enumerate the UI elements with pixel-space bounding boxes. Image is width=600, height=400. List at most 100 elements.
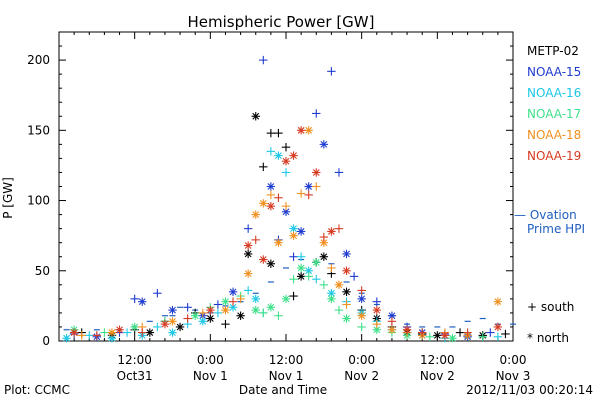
- south-point: [289, 275, 298, 284]
- north-point: [387, 325, 397, 334]
- asterisk-stroke-d2: [267, 260, 275, 268]
- asterisk-stroke-d2: [259, 256, 267, 263]
- south-point: [455, 328, 465, 337]
- north-point: [243, 241, 253, 250]
- x-tick-sublabel: Oct31: [117, 369, 153, 383]
- asterisk-stroke-d2: [116, 326, 123, 334]
- south-point: [228, 297, 238, 306]
- north-point: [198, 317, 207, 326]
- x-tick-label: 0:00: [348, 353, 375, 367]
- asterisk-stroke-d2: [388, 326, 396, 334]
- north-point: [266, 201, 276, 211]
- asterisk-stroke-d2: [290, 152, 297, 159]
- south-point: [296, 252, 306, 261]
- asterisk-stroke-d2: [244, 270, 252, 277]
- north-point: [251, 210, 260, 219]
- north-point: [62, 333, 71, 343]
- south-point: [243, 224, 253, 233]
- x-tick-sublabel: Nov 2: [344, 369, 379, 383]
- asterisk-stroke-d2: [312, 258, 320, 266]
- x-tick-label: 12:00: [117, 353, 152, 367]
- asterisk-stroke-d2: [161, 320, 169, 328]
- south-point: [372, 319, 381, 329]
- asterisk-stroke-d2: [70, 329, 78, 336]
- y-axis-title: P [GW]: [1, 177, 15, 219]
- asterisk-stroke-d2: [229, 288, 237, 296]
- north-point: [296, 272, 306, 281]
- asterisk-stroke-d2: [343, 267, 350, 275]
- asterisk-stroke-d2: [63, 334, 70, 342]
- north-point: [402, 325, 412, 334]
- north-point: [334, 280, 344, 290]
- south-point: [259, 162, 268, 172]
- asterisk-stroke-d2: [449, 334, 456, 342]
- south-point: [85, 331, 94, 340]
- asterisk-stroke-d2: [305, 267, 313, 275]
- north-point: [243, 249, 253, 259]
- south-point: [372, 297, 381, 306]
- south-point: [312, 182, 321, 191]
- north-point: [281, 157, 291, 166]
- asterisk-stroke-d2: [229, 303, 237, 311]
- north-point: [266, 303, 276, 312]
- asterisk-stroke-d2: [282, 295, 290, 303]
- north-point: [342, 266, 351, 275]
- data-marks: [62, 55, 510, 343]
- asterisk-stroke-d2: [343, 288, 350, 296]
- north-point: [296, 126, 306, 135]
- north-point: [259, 255, 268, 264]
- south-point: [312, 109, 321, 118]
- south-point: [274, 193, 283, 202]
- asterisk-stroke-d2: [373, 306, 381, 314]
- north-point: [289, 231, 298, 240]
- asterisk-stroke-d2: [328, 289, 335, 297]
- north-point: [236, 311, 245, 320]
- south-point: [289, 291, 298, 301]
- north-point: [274, 151, 283, 160]
- asterisk-stroke-d2: [433, 331, 441, 339]
- asterisk-stroke-d2: [222, 298, 229, 306]
- north-point: [138, 297, 147, 306]
- south-point: [334, 224, 344, 233]
- asterisk-stroke-d2: [335, 281, 343, 289]
- asterisk-stroke-d2: [358, 295, 366, 303]
- chart-title: Hemispheric Power [GW]: [188, 13, 375, 31]
- north-point: [251, 305, 260, 315]
- legend-entry: NOAA-18: [527, 128, 581, 142]
- north-point: [342, 249, 351, 259]
- south-point: [259, 55, 268, 65]
- south-point: [183, 303, 192, 312]
- north-point: [289, 224, 298, 233]
- south-point: [138, 328, 147, 337]
- north-point: [342, 287, 351, 297]
- north-point: [191, 311, 200, 320]
- north-point: [327, 294, 336, 304]
- asterisk-stroke-d2: [328, 228, 335, 235]
- south-point: [304, 190, 313, 200]
- south-point: [183, 314, 192, 323]
- north-point: [372, 325, 381, 334]
- x-tick-sublabel: Nov 2: [420, 369, 455, 383]
- asterisk-stroke-d2: [275, 152, 282, 159]
- plot-timestamp: 2012/11/03 00:20:14: [466, 383, 593, 397]
- asterisk-stroke-d2: [252, 306, 260, 314]
- asterisk-stroke-d2: [494, 298, 502, 306]
- south-point: [274, 311, 283, 320]
- south-point: [213, 308, 223, 318]
- x-axis: 12:00 Oct31 0:00 Nov 1 12:00 Nov 1 0:00 Nov 2 12…: [73, 32, 530, 383]
- north-point: [289, 151, 298, 160]
- asterisk-stroke-d2: [312, 169, 320, 176]
- north-point: [304, 266, 313, 275]
- south-point: [198, 308, 207, 318]
- north-point: [206, 314, 215, 323]
- south-point: [122, 328, 132, 337]
- asterisk-stroke-d2: [267, 303, 275, 311]
- south-point: [100, 328, 109, 337]
- x-tick-sublabel: Nov 1: [269, 369, 304, 383]
- south-point: [334, 168, 344, 177]
- south-point: [289, 252, 298, 261]
- south-point: [349, 272, 359, 281]
- asterisk-stroke-d2: [146, 329, 154, 336]
- north-point: [296, 263, 306, 273]
